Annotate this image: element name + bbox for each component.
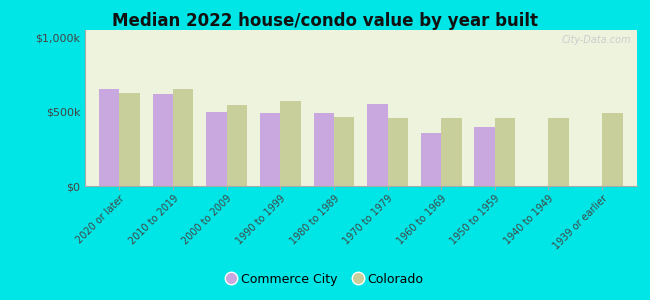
Bar (334, 117, 354, 186)
Bar (227, 105, 247, 186)
Bar (153, 94, 173, 186)
Text: Median 2022 house/condo value by year built: Median 2022 house/condo value by year bu… (112, 12, 538, 30)
Bar (99, 89, 120, 186)
Bar (313, 113, 334, 186)
Bar (549, 118, 569, 186)
Bar (120, 93, 140, 186)
Legend: Commerce City, Colorado: Commerce City, Colorado (221, 268, 429, 291)
Bar (173, 89, 194, 186)
Bar (421, 133, 441, 186)
Bar (206, 112, 227, 186)
Bar (602, 113, 623, 186)
Bar (474, 127, 495, 186)
Bar (441, 118, 461, 186)
Bar (367, 103, 387, 186)
Bar (260, 113, 280, 186)
Text: City-Data.com: City-Data.com (562, 35, 632, 45)
Bar (495, 118, 515, 186)
Bar (387, 118, 408, 186)
Bar (280, 100, 301, 186)
